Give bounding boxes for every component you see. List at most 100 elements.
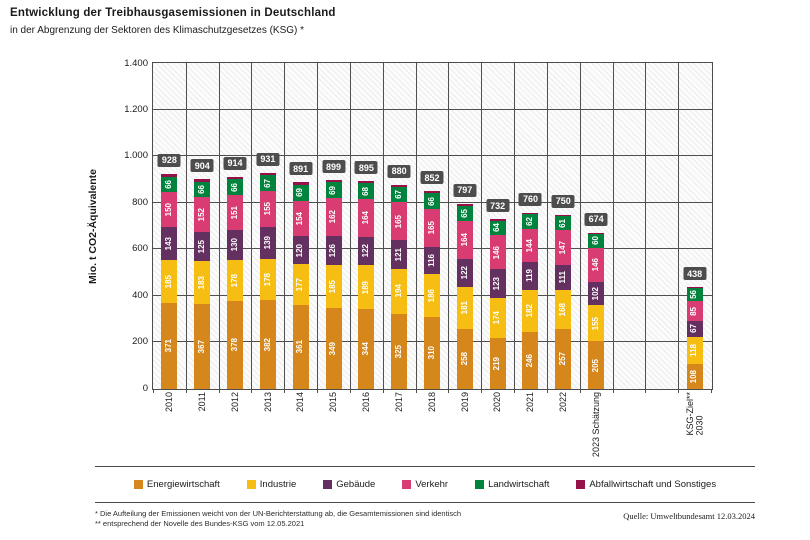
y-tick-label: 200 bbox=[132, 336, 148, 348]
segment-value-label: 143 bbox=[164, 236, 174, 251]
bar-segment-Industrie: 155 bbox=[588, 305, 605, 342]
bar-2010: 371 185 143 150 66 bbox=[161, 173, 178, 389]
bar-segment-Verkehr: 164 bbox=[358, 198, 375, 237]
bar-segment-Landwirtschaft: 66 bbox=[423, 193, 440, 209]
segment-value-label: 246 bbox=[525, 353, 535, 368]
bar-segment-Gebäude: 67 bbox=[686, 321, 703, 337]
bar-segment-Abfallwirtschaft-und-Sonstiges bbox=[423, 191, 440, 194]
chart-title: Entwicklung der Treibhausgasemissionen i… bbox=[10, 7, 336, 19]
x-axis-label-text: 2016 bbox=[361, 392, 372, 413]
segment-value-label: 61 bbox=[558, 218, 568, 228]
footnote-1: * Die Aufteilung der Emissionen weicht v… bbox=[95, 509, 462, 518]
x-axis-label-text: 2022 bbox=[558, 392, 569, 413]
bar-segment-Gebäude: 121 bbox=[391, 240, 408, 269]
bar-segment-Energiewirtschaft: 205 bbox=[588, 341, 605, 389]
x-tick bbox=[415, 389, 417, 393]
segment-value-label: 116 bbox=[426, 253, 436, 267]
chart-column: 344 189 122 164 68 895 bbox=[350, 63, 384, 389]
bar-segment-Industrie: 181 bbox=[456, 287, 473, 330]
x-axis-label-text: 2017 bbox=[393, 392, 404, 413]
y-tick-label: 600 bbox=[132, 243, 148, 255]
segment-value-label: 378 bbox=[229, 338, 239, 352]
total-label: 904 bbox=[190, 159, 214, 173]
x-tick bbox=[546, 389, 548, 393]
total-label: 732 bbox=[486, 199, 510, 213]
bar-segment-Verkehr: 146 bbox=[588, 247, 605, 282]
segment-value-label: 126 bbox=[328, 243, 338, 258]
bar-segment-Verkehr: 154 bbox=[292, 200, 309, 237]
legend-label: Abfallwirtschaft und Sonstiges bbox=[589, 478, 717, 490]
x-tick bbox=[284, 389, 286, 393]
x-tick bbox=[612, 389, 614, 393]
segment-value-label: 219 bbox=[492, 356, 502, 371]
segment-value-label: 67 bbox=[393, 189, 403, 199]
x-axis-label-text: 2013 bbox=[262, 392, 273, 413]
bar-segment-Energiewirtschaft: 367 bbox=[194, 303, 211, 389]
segment-value-label: 66 bbox=[229, 182, 239, 192]
segment-value-label: 146 bbox=[492, 245, 502, 259]
gridline bbox=[153, 108, 712, 110]
bar-segment-Landwirtschaft: 66 bbox=[161, 176, 178, 192]
segment-value-label: 349 bbox=[328, 341, 338, 356]
bar-segment-Landwirtschaft: 66 bbox=[227, 179, 244, 195]
chart-column: 367 183 125 152 66 904 bbox=[186, 63, 220, 389]
segment-value-label: 60 bbox=[590, 236, 600, 246]
bar-2013: 382 178 139 155 67 bbox=[259, 172, 276, 389]
segment-value-label: 182 bbox=[525, 304, 535, 318]
bar-2021: 246 182 119 144 62 bbox=[522, 212, 539, 389]
segment-value-label: 65 bbox=[459, 208, 469, 218]
bar-segment-Energiewirtschaft: 108 bbox=[686, 363, 703, 389]
segment-value-label: 185 bbox=[164, 274, 174, 289]
bar-segment-Energiewirtschaft: 219 bbox=[489, 338, 506, 389]
bar-2014: 361 177 120 154 69 bbox=[292, 182, 309, 389]
chart-column: 205 155 102 146 60 674 bbox=[580, 63, 614, 389]
segment-value-label: 165 bbox=[426, 221, 436, 235]
bar-segment-Industrie: 118 bbox=[686, 336, 703, 364]
bar-segment-Abfallwirtschaft-und-Sonstiges bbox=[555, 214, 572, 217]
legend-swatch bbox=[402, 479, 412, 489]
legend-divider-top bbox=[95, 466, 755, 467]
segment-value-label: 164 bbox=[459, 233, 469, 247]
y-axis-title-text: Mio. t CO2-Äquivalente bbox=[87, 168, 100, 284]
bar-segment-Landwirtschaft: 66 bbox=[194, 181, 211, 198]
segment-value-label: 178 bbox=[229, 273, 239, 288]
y-tick-label: 1.400 bbox=[124, 57, 148, 69]
bar-segment-Landwirtschaft: 56 bbox=[686, 288, 703, 302]
bar-2023-Schätzung: 205 155 102 146 60 bbox=[588, 232, 605, 389]
bar-2017: 325 194 121 165 67 bbox=[391, 184, 408, 389]
segment-value-label: 194 bbox=[393, 284, 403, 298]
bar-segment-Gebäude: 122 bbox=[456, 258, 473, 288]
x-tick bbox=[481, 389, 483, 393]
bar-segment-Abfallwirtschaft-und-Sonstiges bbox=[588, 232, 605, 234]
bar-segment-Industrie: 186 bbox=[423, 273, 440, 318]
bar-segment-Verkehr: 162 bbox=[325, 198, 342, 236]
chart-column: 382 178 139 155 67 931 bbox=[251, 63, 286, 389]
segment-value-label: 130 bbox=[229, 238, 239, 252]
segment-value-label: 189 bbox=[361, 280, 371, 294]
legend-swatch bbox=[475, 479, 485, 489]
chart-column: 219 174 123 146 64 732 bbox=[481, 63, 516, 389]
legend-label: Gebäude bbox=[336, 478, 376, 490]
x-axis-label-text: KSG-Ziel** 2030 bbox=[684, 392, 705, 436]
bar-segment-Abfallwirtschaft-und-Sonstiges bbox=[456, 204, 473, 206]
bar-segment-Energiewirtschaft: 257 bbox=[555, 329, 572, 389]
bar-segment-Abfallwirtschaft-und-Sonstiges bbox=[227, 176, 244, 180]
segment-value-label: 125 bbox=[197, 240, 207, 254]
segment-value-label: 185 bbox=[328, 279, 338, 294]
y-tick-label: 1.200 bbox=[124, 103, 148, 115]
segment-value-label: 67 bbox=[689, 324, 699, 334]
bar-segment-Gebäude: 125 bbox=[194, 232, 211, 262]
bar-segment-Abfallwirtschaft-und-Sonstiges bbox=[358, 181, 375, 184]
chart-column: 246 182 119 144 62 760 bbox=[514, 63, 548, 389]
total-label: 438 bbox=[683, 267, 707, 281]
bar-segment-Energiewirtschaft: 371 bbox=[161, 302, 178, 389]
segment-value-label: 177 bbox=[295, 277, 305, 292]
segment-value-label: 174 bbox=[492, 311, 502, 325]
bar-segment-Industrie: 185 bbox=[325, 265, 342, 308]
bar-segment-Energiewirtschaft: 382 bbox=[259, 300, 276, 389]
bar-segment-Verkehr: 150 bbox=[161, 191, 178, 227]
x-tick bbox=[218, 389, 220, 393]
x-tick bbox=[448, 389, 450, 393]
segment-value-label: 181 bbox=[459, 301, 469, 315]
x-axis-label-text: 2014 bbox=[295, 392, 306, 413]
